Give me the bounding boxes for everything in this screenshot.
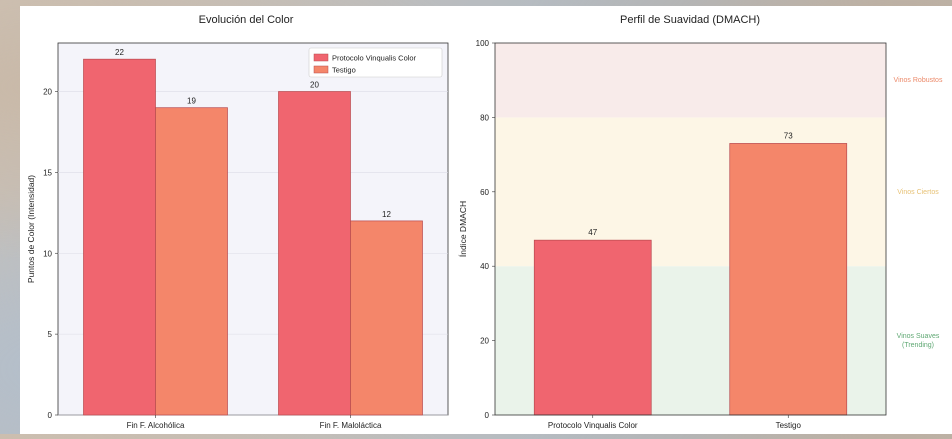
left-bar-value-label: 19: [187, 97, 196, 106]
left-bar: [83, 58, 156, 416]
right-y-tick-label: 80: [480, 113, 489, 122]
right-bar: [729, 143, 848, 416]
right-bar: [533, 239, 652, 416]
right-zone-label: Vinos Ciertos: [897, 189, 939, 196]
right-y-tick-label: 100: [476, 39, 490, 48]
right-bar-value-label: 47: [588, 228, 597, 237]
left-y-tick-label: 5: [48, 330, 53, 339]
right-chart-title: Perfil de Suavidad (DMACH): [620, 14, 760, 26]
right-plot-frame: [494, 42, 887, 416]
right-chart: Perfil de Suavidad (DMACH) 47 73 0 20 40 60 8…: [458, 14, 943, 430]
left-bar: [155, 107, 228, 416]
left-bar-value-label: 12: [382, 210, 391, 219]
right-y-axis-label: Índice DMACH: [458, 201, 468, 257]
left-legend-swatch: [313, 53, 329, 62]
chart-canvas: Evolución del Color 22 19 20 12 0 5 10 15 20 Fi…: [26, 14, 943, 430]
right-zone-label: Vinos Robustos: [894, 77, 943, 84]
left-legend-label: Protocolo Vinqualis Color: [332, 54, 417, 63]
left-bar: [350, 220, 423, 416]
right-bar-value-label: 73: [784, 131, 793, 140]
left-chart: Evolución del Color 22 19 20 12 0 5 10 15 20 Fi…: [26, 14, 449, 430]
left-bar: [278, 91, 351, 416]
left-y-tick-label: 10: [43, 249, 52, 258]
left-legend-label: Testigo: [332, 66, 356, 75]
right-x-tick-label: Testigo: [776, 421, 802, 430]
left-x-tick-label: Fin F. Maloláctica: [320, 421, 382, 430]
left-y-tick-label: 15: [43, 168, 52, 177]
left-legend: Protocolo Vinqualis Color Testigo: [308, 47, 443, 78]
right-y-tick-label: 0: [485, 411, 490, 420]
chart-card: Evolución del Color 22 19 20 12 0 5 10 15 20 Fi…: [20, 6, 952, 434]
right-zone-label: Vinos Suaves (Trending): [897, 333, 940, 349]
right-y-tick-label: 20: [480, 337, 489, 346]
left-legend-swatch: [313, 65, 329, 74]
left-bar-value-label: 20: [310, 81, 319, 90]
right-x-tick-label: Protocolo Vinqualis Color: [548, 421, 638, 430]
left-y-tick-label: 0: [48, 411, 53, 420]
left-bar-value-label: 22: [115, 48, 124, 57]
right-y-tick-label: 40: [480, 262, 489, 271]
right-zone-band: [495, 43, 886, 118]
left-x-tick-label: Fin F. Alcohólica: [127, 421, 185, 430]
left-y-tick-label: 20: [43, 88, 52, 97]
right-y-tick-label: 60: [480, 188, 489, 197]
left-legend-box: [308, 47, 443, 78]
left-chart-title: Evolución del Color: [199, 14, 294, 26]
left-y-axis-label: Puntos de Color (Intensidad): [26, 175, 36, 283]
